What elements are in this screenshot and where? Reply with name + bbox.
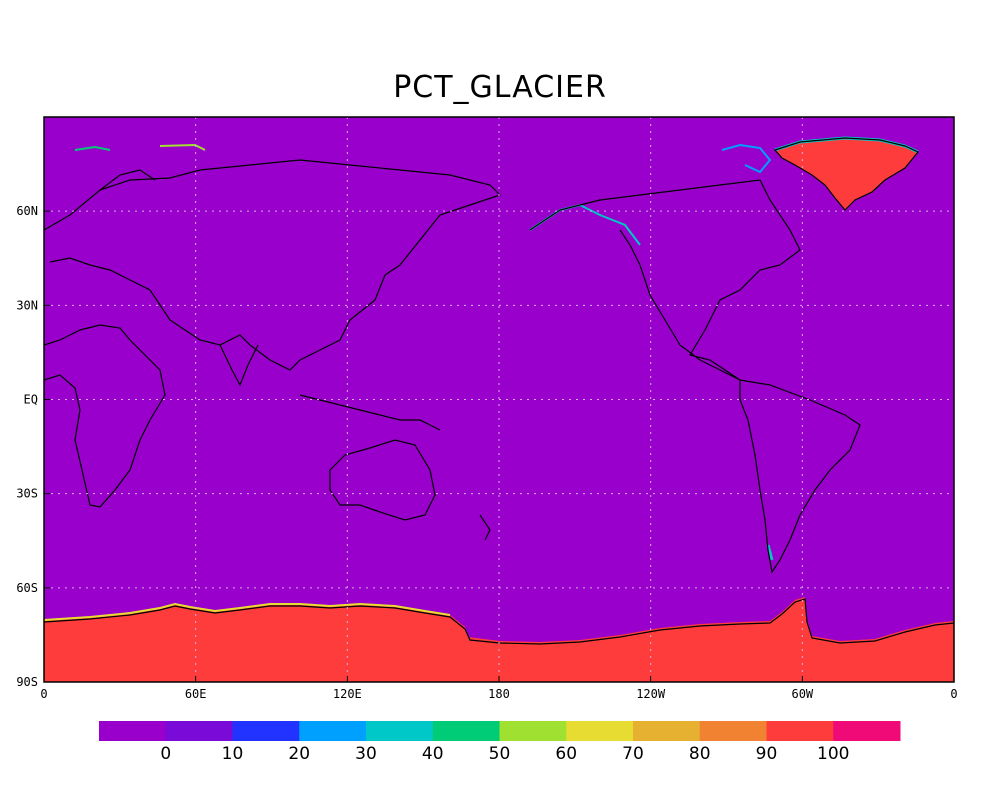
glacier-regions: [44, 138, 954, 682]
south-america-coast: [739, 379, 861, 574]
longitude-axis: 0 60E 120E 180 120W 60W 0: [40, 676, 958, 701]
colorbar-swatch: [165, 721, 233, 741]
lon-tick-label: 60W: [791, 687, 813, 701]
australia-coast: [329, 439, 436, 521]
greenland-coast: [773, 137, 919, 211]
latitude-axis: 60N 30N EQ 30S 60S 90S: [16, 204, 50, 689]
colorbar-swatch: [366, 721, 434, 741]
colorbar-label: 70: [622, 744, 644, 764]
coastlines: [43, 137, 955, 645]
colorbar-swatch: [833, 721, 901, 741]
colorbar-swatch: [232, 721, 300, 741]
colorbar-swatch: [766, 721, 834, 741]
north-america-coast: [529, 179, 801, 381]
lon-tick-label: 60E: [185, 687, 207, 701]
antarctica-edge-fringe: [43, 602, 451, 621]
russian-arctic-fringe: [159, 143, 206, 151]
lon-tick-label: 120W: [636, 687, 666, 701]
antarctica-coast: [43, 598, 955, 645]
lon-tick-label: 0: [950, 687, 957, 701]
lon-tick-label: 0: [40, 687, 47, 701]
colorbar-swatch: [299, 721, 367, 741]
svalbard-fringe: [74, 145, 111, 151]
patagonia-fringe: [766, 544, 774, 561]
antarctica-ice: [44, 597, 954, 682]
canada-arctic-fringe: [721, 143, 772, 174]
colorbar-label: 50: [489, 744, 511, 764]
colorbar: 0 10 20 30 40 50 60 70 80 90 100: [99, 721, 901, 764]
colorbar-label: 90: [756, 744, 778, 764]
colorbar-label: 40: [422, 744, 444, 764]
greenland-ice: [775, 138, 918, 210]
lat-tick-label: 60S: [16, 581, 38, 595]
lon-tick-label: 180: [488, 687, 510, 701]
lon-tick-label: 120E: [333, 687, 362, 701]
scandinavia-coast: [99, 169, 156, 191]
indonesia-coast: [299, 394, 441, 431]
map-title: PCT_GLACIER: [393, 70, 607, 105]
colorbar-swatch: [633, 721, 701, 741]
lat-tick-label: 90S: [16, 675, 38, 689]
colorbar-swatch: [99, 721, 167, 741]
colorbar-swatch: [566, 721, 634, 741]
africa-coast: [43, 324, 166, 508]
lat-tick-label: EQ: [24, 393, 38, 407]
colorbar-swatch: [499, 721, 567, 741]
colorbar-swatch: [432, 721, 500, 741]
lat-tick-label: 30N: [16, 298, 38, 312]
new-zealand-coast: [479, 514, 491, 541]
colorbar-label: 60: [555, 744, 577, 764]
eurasia-coast: [43, 159, 502, 371]
colorbar-label: 100: [817, 744, 849, 764]
gridlines: [44, 117, 954, 682]
colorbar-swatch: [699, 721, 767, 741]
lat-tick-label: 60N: [16, 204, 38, 218]
colorbar-label: 20: [288, 744, 310, 764]
colorbar-label: 10: [222, 744, 244, 764]
colorbar-label: 30: [355, 744, 377, 764]
colorbar-label: 80: [689, 744, 711, 764]
colorbar-label: 0: [160, 744, 171, 764]
india-coast: [219, 344, 259, 387]
lat-tick-label: 30S: [16, 487, 38, 501]
